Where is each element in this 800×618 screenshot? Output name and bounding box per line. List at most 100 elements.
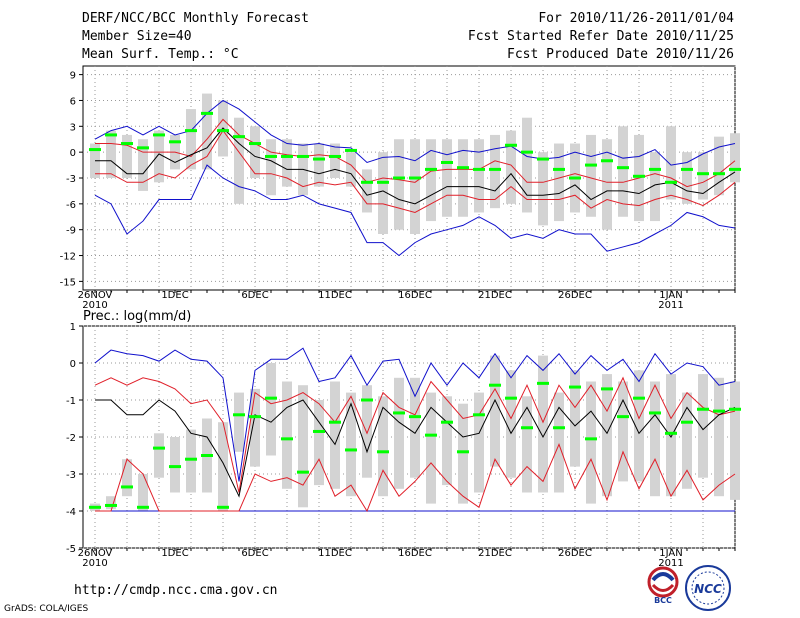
x-tick-year: 2010: [82, 300, 107, 311]
x-tick-label: 1DEC: [161, 290, 188, 301]
spread-box: [282, 139, 292, 187]
y-tick-label: 3: [70, 122, 76, 133]
spread-box: [490, 355, 500, 467]
median-marker: [393, 176, 405, 180]
spread-box: [458, 403, 468, 504]
spread-box: [522, 117, 532, 213]
spread-box: [298, 385, 308, 508]
y-tick-label: 6: [70, 96, 76, 107]
median-marker: [169, 465, 181, 469]
median-marker: [649, 411, 661, 415]
x-tick-label: 26NOV: [78, 548, 113, 559]
upper-line: [94, 376, 736, 493]
median-marker: [345, 448, 357, 452]
median-marker: [313, 157, 325, 161]
y-tick-label: 0: [70, 148, 76, 159]
median-marker: [505, 396, 517, 400]
start-date: Fcst Started Refer Date 2010/11/25: [467, 29, 734, 44]
median-marker: [217, 505, 229, 509]
median-marker: [569, 176, 581, 180]
median-marker: [329, 154, 341, 158]
y-tick-label: -12: [60, 252, 76, 263]
spread-box: [506, 130, 516, 204]
median-marker: [361, 398, 373, 402]
median-marker: [473, 167, 485, 171]
spread-box: [282, 381, 292, 489]
spread-box: [522, 396, 532, 493]
median-marker: [153, 446, 165, 450]
spread-box: [106, 496, 116, 510]
median-marker: [297, 470, 309, 474]
y-tick-label: -15: [60, 277, 76, 288]
max-line: [94, 347, 736, 482]
median-marker: [185, 129, 197, 133]
median-marker: [409, 176, 421, 180]
median-marker: [729, 167, 741, 171]
footer-url[interactable]: http://cmdp.ncc.cma.gov.cn: [74, 583, 278, 598]
spread-box: [506, 370, 516, 478]
spread-box: [186, 109, 196, 170]
median-marker: [201, 454, 213, 457]
median-marker: [329, 420, 341, 424]
spread-box: [730, 381, 740, 500]
x-tick-year: 2010: [82, 558, 107, 569]
upper-line: [95, 118, 736, 188]
median-marker: [393, 411, 405, 415]
median-marker: [633, 174, 645, 178]
y-tick-label: -6: [66, 200, 76, 211]
spread-box: [170, 437, 180, 493]
spread-box: [602, 374, 612, 497]
spread-box: [634, 370, 644, 482]
spread-box: [442, 139, 452, 217]
spread-box: [346, 392, 356, 497]
spread-box: [202, 93, 212, 170]
median-marker: [105, 503, 117, 507]
median-marker: [553, 426, 565, 430]
median-marker: [713, 172, 725, 176]
spread-box: [442, 396, 452, 486]
produced-date: Fcst Produced Date 2010/11/26: [507, 47, 734, 62]
y-tick-label: -2: [66, 433, 76, 444]
spread-box: [154, 433, 164, 478]
y-tick-label: -4: [66, 507, 76, 518]
spread-box: [122, 134, 132, 178]
spread-box: [314, 143, 324, 187]
median-marker: [457, 450, 469, 454]
median-marker: [633, 396, 645, 400]
panel-title: Prec.: log(mm/d): [83, 309, 191, 324]
median-marker: [665, 431, 677, 435]
median-marker: [153, 133, 165, 137]
median-marker: [457, 166, 469, 170]
x-tick-year: 2011: [658, 300, 683, 311]
x-tick-label: 1JAN: [659, 548, 682, 559]
forecast-title: DERF/NCC/BCC Monthly Forecast: [82, 11, 309, 26]
spread-box: [602, 139, 612, 230]
median-marker: [265, 396, 277, 400]
median-marker: [697, 172, 709, 176]
median-marker: [697, 407, 709, 411]
x-tick-label: 26NOV: [78, 290, 113, 301]
x-tick-label: 26DEC: [558, 548, 592, 559]
x-tick-label: 26DEC: [558, 290, 592, 301]
median-marker: [601, 159, 613, 163]
spread-box: [410, 377, 420, 478]
y-tick-label: 0: [70, 359, 76, 370]
median-marker: [281, 154, 293, 158]
median-marker: [185, 457, 197, 461]
spread-box: [394, 377, 404, 489]
spread-box: [266, 363, 276, 456]
spread-box: [330, 381, 340, 489]
median-marker: [265, 154, 277, 158]
x-tick-label: 1DEC: [161, 548, 188, 559]
spread-box: [250, 388, 260, 467]
median-marker: [137, 505, 149, 509]
median-marker: [425, 167, 437, 171]
spread-box: [682, 392, 692, 489]
spread-box: [666, 126, 676, 200]
grads-credit: GrADS: COLA/IGES: [4, 604, 89, 614]
spread-box: [474, 139, 484, 213]
spread-box: [154, 130, 164, 183]
median-marker: [409, 415, 421, 419]
